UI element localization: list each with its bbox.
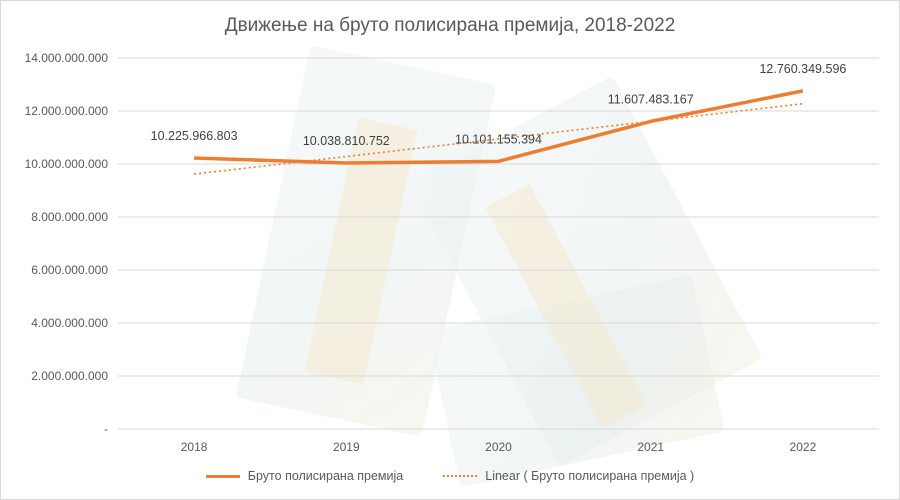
y-tick-label: 14.000.000.000 <box>25 51 109 65</box>
y-tick-label: 10.000.000.000 <box>25 157 109 171</box>
series-line <box>194 89 804 165</box>
trendline <box>194 102 803 175</box>
legend-swatch-solid <box>205 474 240 478</box>
y-tick-label: 8.000.000.000 <box>31 210 108 224</box>
legend-swatch-dotted <box>443 475 478 477</box>
data-label: 10.038.810.752 <box>303 134 390 148</box>
data-label: 11.607.483.167 <box>608 92 694 106</box>
y-tick-label: 6.000.000.000 <box>31 263 108 277</box>
data-label: 12.760.349.596 <box>759 62 846 76</box>
legend-item-trendline: Linear ( Бруто полисирана премија ) <box>443 469 694 483</box>
data-label: 10.225.966.803 <box>151 129 238 143</box>
x-tick-label: 2020 <box>485 440 512 454</box>
y-tick-label: 2.000.000.000 <box>31 369 108 383</box>
x-tick-label: 2019 <box>333 440 360 454</box>
x-tick-label: 2022 <box>790 440 817 454</box>
legend-label-series: Бруто полисирана премија <box>247 469 404 483</box>
chart-title: Движење на бруто полисирана премија, 201… <box>224 15 676 36</box>
legend: Бруто полисирана премија Linear ( Бруто … <box>1 469 899 483</box>
legend-label-trendline: Linear ( Бруто полисирана премија ) <box>485 469 695 483</box>
data-label: 10.101.155.394 <box>455 132 542 146</box>
y-tick-label: 12.000.000.000 <box>25 104 109 118</box>
y-tick-label: 4.000.000.000 <box>31 316 108 330</box>
x-tick-label: 2021 <box>637 440 664 454</box>
y-tick-label: - <box>104 422 108 436</box>
legend-item-series: Бруто полисирана премија <box>205 469 404 483</box>
x-tick-label: 2018 <box>181 440 208 454</box>
